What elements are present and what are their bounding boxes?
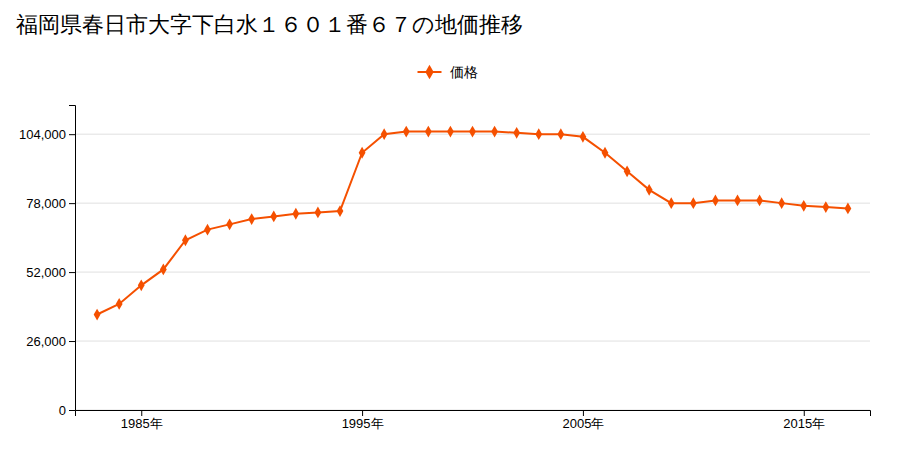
y-axis: 0 26,000 52,000 78,000 104,000 <box>19 106 76 418</box>
tick-mark <box>362 410 363 416</box>
marker <box>580 131 587 143</box>
tick-label: 0 <box>59 403 66 418</box>
marker <box>491 126 498 138</box>
marker <box>337 205 344 217</box>
markers <box>94 126 852 321</box>
marker <box>668 197 675 209</box>
tick-mark <box>141 410 142 416</box>
marker <box>800 200 807 212</box>
tick: 2015年 <box>783 410 825 431</box>
marker <box>403 126 410 138</box>
tick-mark <box>69 272 75 273</box>
marker <box>513 127 520 139</box>
tick-mark <box>804 410 805 416</box>
marker <box>204 224 211 236</box>
tick-label: 2005年 <box>562 416 604 431</box>
marker <box>557 128 564 140</box>
tick-mark <box>69 134 75 135</box>
axis-line <box>69 106 76 411</box>
tick-mark <box>583 410 584 416</box>
marker <box>712 195 719 207</box>
tick: 1985年 <box>121 410 163 431</box>
legend: 価格 <box>418 64 478 80</box>
marker <box>138 279 145 291</box>
grid-line <box>75 341 870 342</box>
title: 福岡県春日市大字下白水１６０１番６７の地価推移 <box>16 12 523 37</box>
marker <box>116 298 123 310</box>
tick-label: 2015年 <box>783 416 825 431</box>
tick: 0 <box>59 403 75 418</box>
marker <box>469 126 476 138</box>
marker <box>602 147 609 159</box>
tick-label: 78,000 <box>26 196 66 211</box>
tick: 52,000 <box>26 265 75 280</box>
marker <box>381 128 388 140</box>
line <box>97 132 848 315</box>
marker <box>425 126 432 138</box>
tick-label: 1995年 <box>342 416 384 431</box>
marker <box>535 128 542 140</box>
marker <box>292 208 299 220</box>
tick-label: 26,000 <box>26 334 66 349</box>
marker <box>359 147 366 159</box>
marker <box>624 165 631 177</box>
y-grid <box>75 134 870 410</box>
tick-mark <box>69 341 75 342</box>
marker <box>778 197 785 209</box>
tick-label: 1985年 <box>121 416 163 431</box>
tick-label: 52,000 <box>26 265 66 280</box>
marker <box>845 203 852 215</box>
tick: 1995年 <box>342 410 384 431</box>
marker <box>734 195 741 207</box>
grid-line <box>75 203 870 204</box>
tick: 26,000 <box>26 334 75 349</box>
grid-line <box>75 272 870 273</box>
legend-label: 価格 <box>450 64 478 80</box>
tick: 104,000 <box>19 127 75 142</box>
marker <box>447 126 454 138</box>
tick-mark <box>69 410 75 411</box>
legend-marker <box>425 65 433 79</box>
marker <box>248 213 255 225</box>
tick: 78,000 <box>26 196 75 211</box>
plot: 1985年 1995年 2005年 2015年 0 26,000 52,000 78,000 1… <box>19 106 871 432</box>
marker <box>182 234 189 246</box>
axis-line <box>76 411 871 417</box>
marker <box>822 201 829 213</box>
marker <box>756 195 763 207</box>
chart: 福岡県春日市大字下白水１６０１番６７の地価推移 1985年 1995年 2005年 20… <box>0 0 900 450</box>
marks <box>94 126 852 321</box>
x-axis: 1985年 1995年 2005年 2015年 <box>76 410 871 431</box>
marker <box>270 211 277 223</box>
marker <box>226 218 233 230</box>
marker <box>315 207 322 219</box>
marker <box>94 309 101 321</box>
legend-item: 価格 <box>418 64 478 80</box>
marker <box>690 197 697 209</box>
marker <box>646 184 653 196</box>
tick-mark <box>69 203 75 204</box>
tick-label: 104,000 <box>19 127 66 142</box>
marker <box>160 264 167 276</box>
tick: 2005年 <box>562 410 604 431</box>
